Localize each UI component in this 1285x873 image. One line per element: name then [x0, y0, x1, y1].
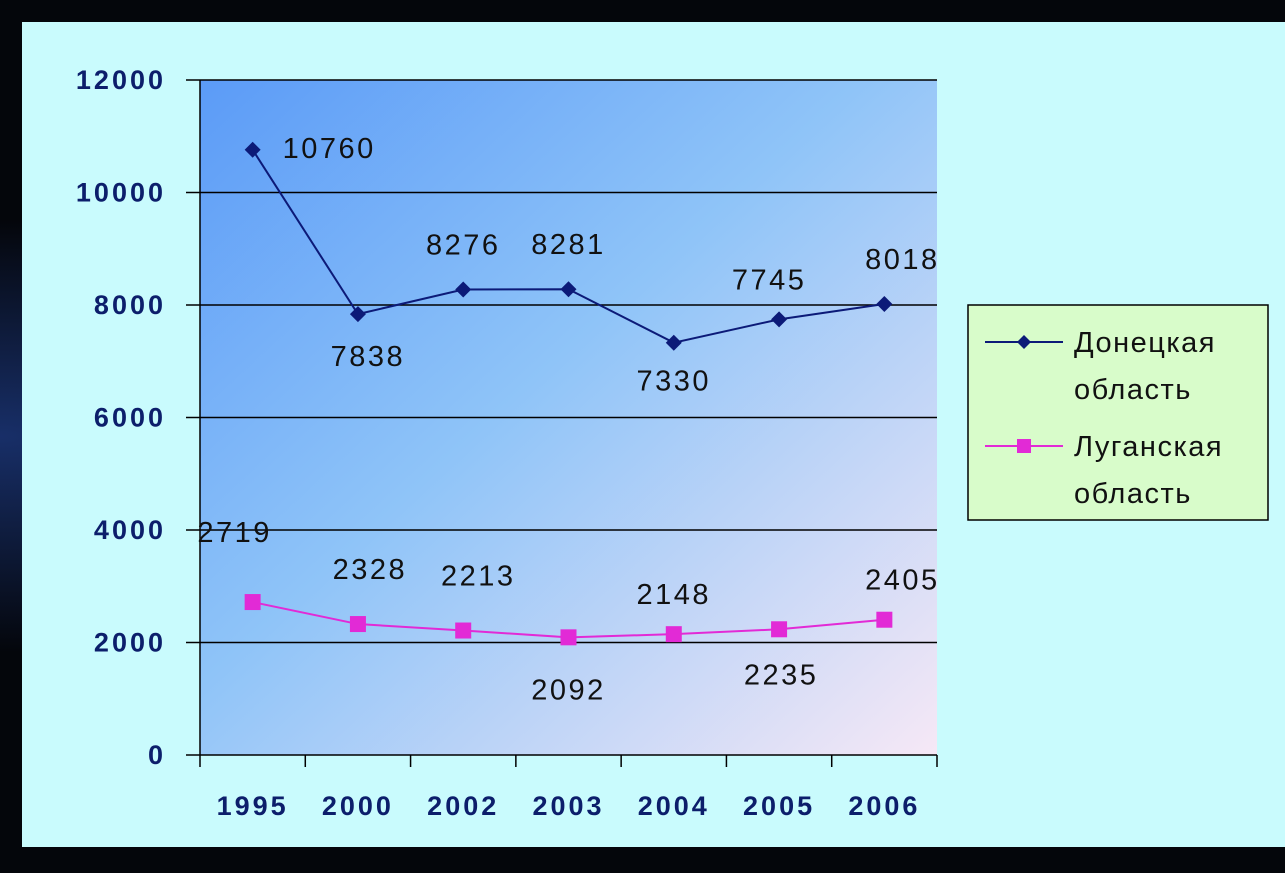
data-label: 8276: [426, 229, 501, 261]
y-tick-label: 8000: [94, 290, 166, 320]
y-tick-label: 4000: [94, 515, 166, 545]
data-label: 10760: [283, 133, 376, 165]
data-label: 2328: [333, 554, 408, 586]
data-point: [349, 616, 366, 633]
legend: Донецкая область Луганская область: [967, 304, 1269, 521]
x-tick-label: 2002: [427, 791, 499, 821]
data-point: [349, 306, 366, 323]
data-label: 7838: [331, 341, 406, 373]
data-point: [455, 281, 472, 298]
data-point: [665, 334, 682, 351]
legend-marker: [1017, 439, 1031, 453]
y-tick-labels: 0 2000 4000 6000 8000 10000 12000: [76, 65, 166, 770]
legend-box: [967, 304, 1269, 521]
data-label: 2719: [197, 517, 272, 549]
data-point: [560, 629, 577, 646]
data-label: 8018: [865, 244, 940, 276]
data-label: 2148: [637, 579, 712, 611]
data-point: [876, 611, 893, 628]
data-label: 2213: [441, 561, 516, 593]
axes: [199, 80, 938, 767]
data-point: [876, 295, 893, 312]
y-tick-label: 12000: [76, 65, 166, 95]
data-point: [665, 626, 682, 643]
data-labels: 10760 7838 8276 8281 7330 7745 8018 2719 2328 221…: [197, 133, 940, 707]
x-tick-label: 2000: [322, 791, 394, 821]
data-label: 7745: [732, 264, 807, 296]
data-point: [244, 141, 261, 158]
data-point: [455, 622, 472, 639]
legend-label: область: [1074, 374, 1192, 406]
y-tick-label: 6000: [94, 403, 166, 433]
data-point: [244, 594, 261, 611]
legend-label: Луганская: [1074, 431, 1223, 463]
legend-label: Донецкая: [1074, 327, 1216, 359]
data-label: 8281: [531, 229, 606, 261]
x-tick-labels: 1995 2000 2002 2003 2004 2005 2006: [217, 791, 920, 821]
x-tick-label: 2006: [848, 791, 920, 821]
y-tick-label: 10000: [76, 178, 166, 208]
data-label: 7330: [637, 366, 712, 398]
x-tick-label: 1995: [217, 791, 289, 821]
y-tick-label: 2000: [94, 628, 166, 658]
legend-label: область: [1074, 478, 1192, 510]
data-label: 2235: [744, 659, 819, 691]
series-layer: [244, 141, 893, 646]
data-point: [771, 621, 788, 638]
x-tick-label: 2004: [638, 791, 710, 821]
data-label: 2405: [865, 565, 940, 597]
data-point: [771, 311, 788, 328]
legend-marker: [1017, 335, 1031, 349]
x-tick-label: 2005: [743, 791, 815, 821]
y-tick-label: 0: [148, 740, 166, 770]
x-tick-label: 2003: [532, 791, 604, 821]
data-point: [560, 281, 577, 298]
data-label: 2092: [531, 674, 606, 706]
